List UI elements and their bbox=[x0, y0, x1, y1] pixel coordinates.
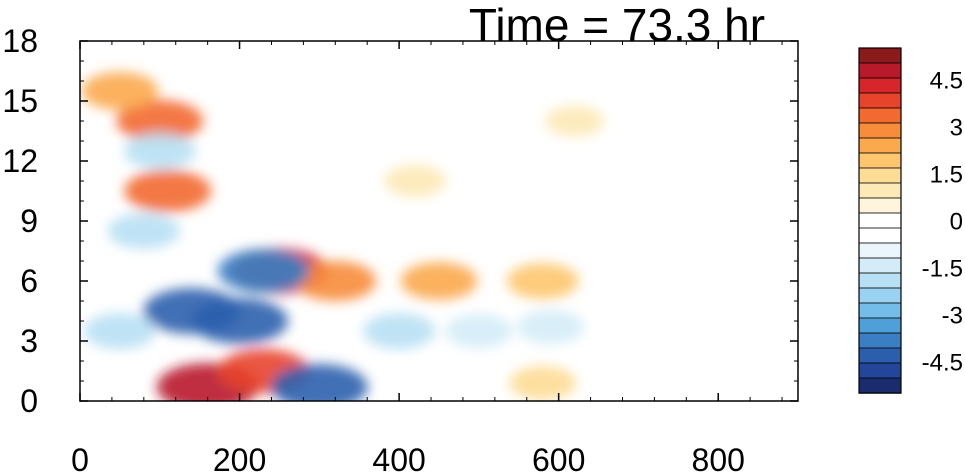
colorbar-band-11 bbox=[858, 212, 902, 229]
x-tick-label-0: 0 bbox=[71, 442, 89, 473]
x-tick-label-3: 600 bbox=[532, 442, 585, 473]
colorbar-band-3 bbox=[858, 92, 902, 109]
field-feature-14 bbox=[445, 314, 513, 348]
plot-area: 0 200 400 600 800 0 3 6 9 12 15 18 bbox=[2, 23, 799, 473]
field-feature-17 bbox=[123, 133, 196, 169]
colorbar-band-16 bbox=[858, 287, 902, 304]
chart-title: Time = 73.3 hr bbox=[469, 0, 765, 51]
colorbar-band-9 bbox=[858, 182, 902, 199]
field-feature-6 bbox=[116, 100, 204, 142]
field-feature-8 bbox=[81, 72, 159, 110]
colorbar-band-18 bbox=[858, 317, 902, 334]
x-tick-label-4: 800 bbox=[692, 442, 745, 473]
x-tick-label-1: 200 bbox=[213, 442, 266, 473]
field-feature-16 bbox=[83, 313, 156, 349]
colorbar-band-19 bbox=[858, 332, 902, 349]
colorbar-band-1 bbox=[858, 62, 902, 79]
field-feature-3 bbox=[400, 262, 478, 300]
colorbar-band-5 bbox=[858, 122, 902, 139]
field-blobs bbox=[81, 72, 605, 401]
field-feature-11 bbox=[217, 249, 310, 293]
field-feature-7 bbox=[124, 170, 212, 212]
y-tick-label-0: 0 bbox=[20, 383, 38, 419]
colorbar-band-2 bbox=[858, 77, 902, 94]
field-feature-19 bbox=[384, 165, 447, 197]
contour-field bbox=[81, 72, 605, 401]
colorbar: 4.5 3 1.5 0 -1.5 -3 -4.5 bbox=[858, 47, 963, 394]
colorbar-label-0: 4.5 bbox=[930, 67, 963, 94]
colorbar-frame bbox=[858, 47, 902, 394]
field-feature-18 bbox=[107, 213, 180, 249]
y-tick-label-5: 15 bbox=[2, 83, 38, 119]
field-feature-13 bbox=[363, 313, 436, 349]
colorbar-band-6 bbox=[858, 137, 902, 154]
field-feature-15 bbox=[517, 310, 585, 344]
y-tick-label-2: 6 bbox=[20, 263, 38, 299]
colorbar-band-20 bbox=[858, 347, 902, 364]
field-feature-12 bbox=[270, 364, 368, 401]
field-feature-2 bbox=[294, 261, 377, 301]
y-tick-label-6: 18 bbox=[2, 23, 38, 59]
colorbar-label-2: 1.5 bbox=[930, 161, 963, 188]
colorbar-band-10 bbox=[858, 197, 902, 214]
colorbar-band-21 bbox=[858, 362, 902, 379]
x-tick-label-2: 400 bbox=[372, 442, 425, 473]
colorbar-label-6: -4.5 bbox=[922, 350, 963, 377]
colorbar-band-4 bbox=[858, 107, 902, 124]
colorbar-band-12 bbox=[858, 227, 902, 244]
colorbar-label-1: 3 bbox=[950, 114, 963, 141]
colorbar-label-3: 0 bbox=[950, 209, 963, 236]
field-feature-10 bbox=[191, 298, 289, 344]
colorbar-label-5: -3 bbox=[942, 303, 963, 330]
field-feature-4 bbox=[506, 263, 579, 299]
colorbar-band-0 bbox=[858, 47, 902, 64]
y-tick-label-1: 3 bbox=[20, 323, 38, 359]
colorbar-band-8 bbox=[858, 167, 902, 184]
plot-background bbox=[80, 41, 798, 401]
y-tick-label-3: 9 bbox=[20, 203, 38, 239]
colorbar-band-7 bbox=[858, 152, 902, 169]
colorbar-band-14 bbox=[858, 257, 902, 274]
colorbar-band-22 bbox=[858, 377, 902, 394]
colorbar-label-4: -1.5 bbox=[922, 256, 963, 283]
colorbar-band-15 bbox=[858, 272, 902, 289]
axes: 0 200 400 600 800 0 3 6 9 12 15 18 bbox=[2, 23, 798, 473]
field-feature-20 bbox=[545, 105, 605, 137]
y-tick-label-4: 12 bbox=[2, 143, 38, 179]
colorbar-band-17 bbox=[858, 302, 902, 319]
colorbar-band-13 bbox=[858, 242, 902, 259]
field-feature-21 bbox=[509, 366, 577, 400]
